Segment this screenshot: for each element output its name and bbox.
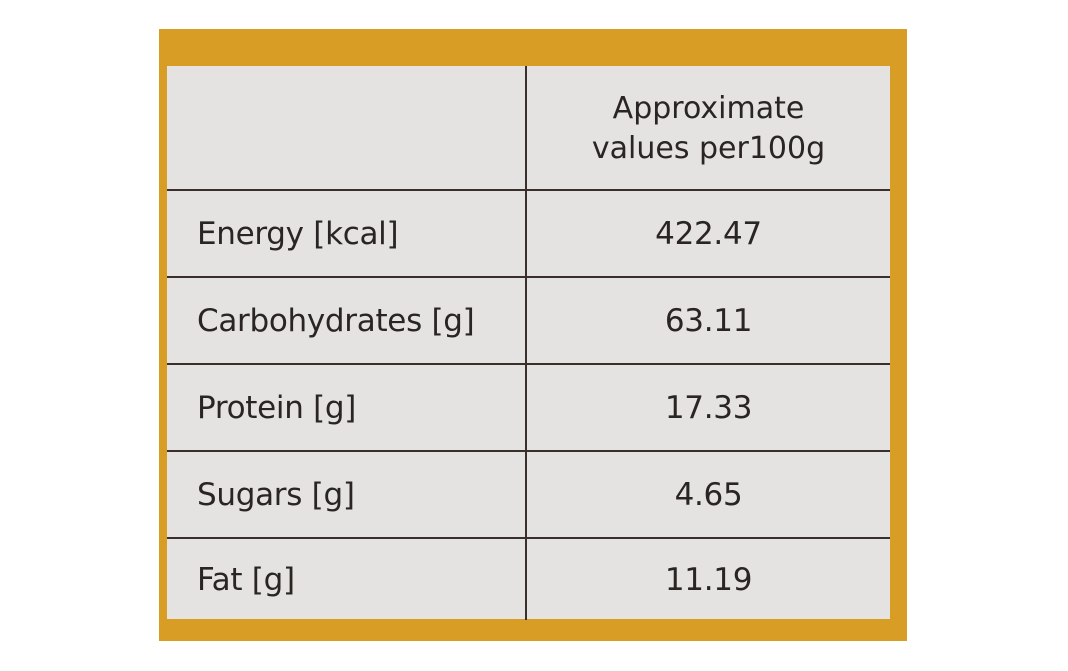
header-value-cell: Approximate values per100g (526, 66, 890, 190)
row-value: 63.11 (526, 276, 890, 364)
row-label: Fat [g] (167, 537, 527, 620)
row-label: Sugars [g] (167, 450, 527, 538)
header-blank-cell (167, 66, 527, 190)
header-line-2: values per100g (591, 130, 826, 166)
row-label: Carbohydrates [g] (167, 276, 527, 364)
table-row: Fat [g] 11.19 (167, 537, 890, 620)
row-value: 4.65 (526, 450, 890, 538)
header-line-1: Approximate (612, 90, 805, 126)
nutrition-table: Approximate values per100g Energy [kcal]… (167, 66, 890, 620)
row-label: Energy [kcal] (167, 189, 527, 277)
table-row: Energy [kcal] 422.47 (167, 189, 890, 277)
table-row: Protein [g] 17.33 (167, 363, 890, 451)
header-row: Approximate values per100g (167, 66, 890, 190)
row-value: 17.33 (526, 363, 890, 451)
row-value: 11.19 (526, 537, 890, 620)
row-label: Protein [g] (167, 363, 527, 451)
row-value: 422.47 (526, 189, 890, 277)
table-row: Sugars [g] 4.65 (167, 450, 890, 538)
table-row: Carbohydrates [g] 63.11 (167, 276, 890, 364)
